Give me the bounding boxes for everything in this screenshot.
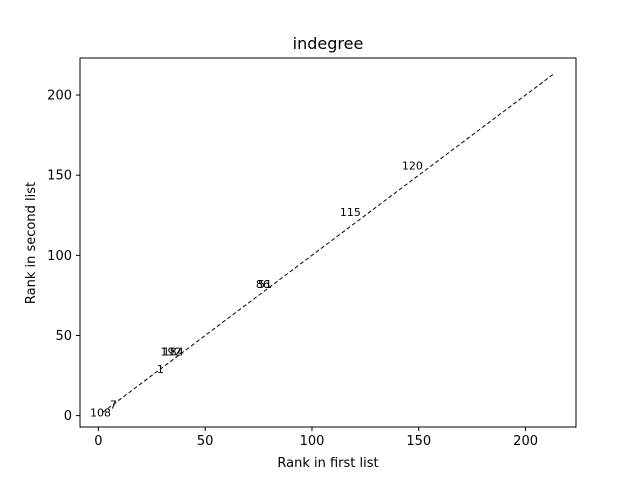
y-tick-label: 200 — [47, 89, 72, 104]
y-axis-label: Rank in second list — [24, 182, 39, 304]
point-label: 115 — [340, 206, 361, 219]
point-label: 86 — [256, 278, 270, 291]
chart-title: indegree — [293, 34, 364, 53]
y-tick-label: 150 — [47, 169, 72, 184]
x-tick-label: 100 — [300, 434, 325, 449]
x-tick-label: 150 — [406, 434, 431, 449]
point-label: 1 — [157, 363, 164, 376]
x-tick-label: 200 — [513, 434, 538, 449]
x-tick-label: 0 — [94, 434, 102, 449]
point-label: 184 — [163, 346, 184, 359]
point-label: 192 — [160, 346, 181, 359]
x-tick-label: 50 — [197, 434, 214, 449]
point-label: 7 — [110, 398, 117, 411]
point-label: 120 — [402, 160, 423, 173]
reference-line — [102, 73, 554, 413]
y-tick-label: 100 — [47, 249, 72, 264]
y-tick-label: 50 — [55, 329, 72, 344]
plot-frame — [79, 57, 577, 428]
point-label: 51 — [258, 278, 272, 291]
point-label: 108 — [90, 406, 111, 419]
x-axis-label: Rank in first list — [277, 456, 378, 471]
y-tick-label: 0 — [64, 409, 72, 424]
